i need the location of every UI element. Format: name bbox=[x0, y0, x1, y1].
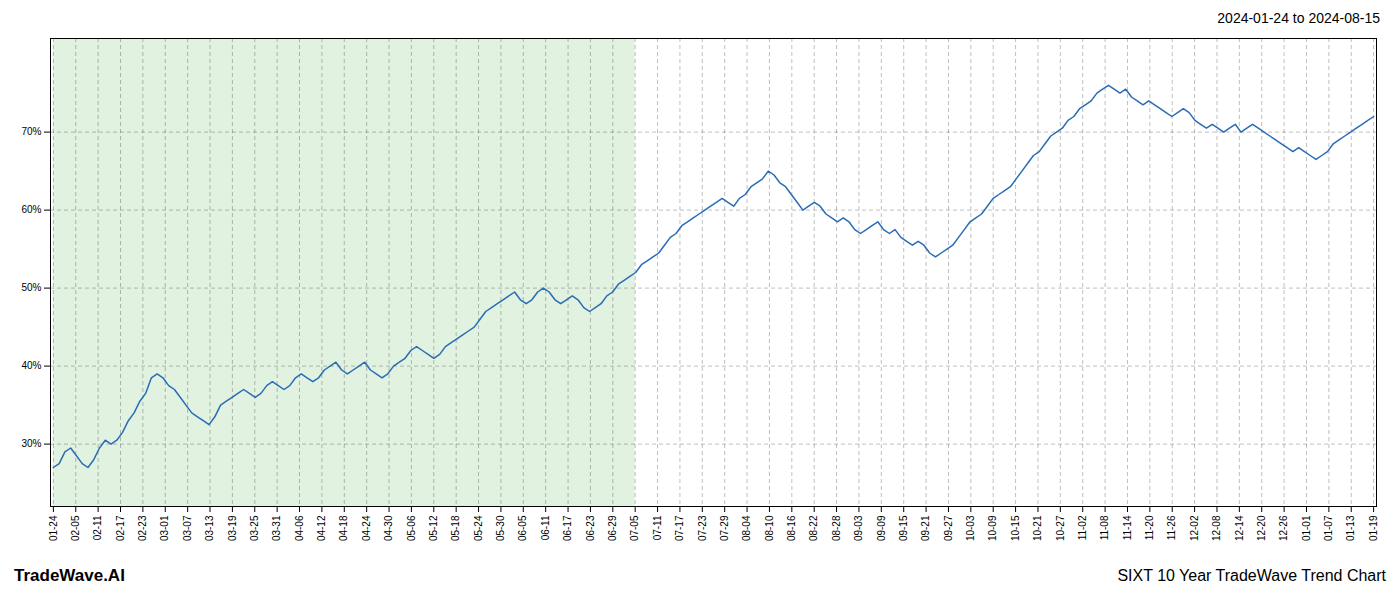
svg-text:40%: 40% bbox=[21, 360, 41, 371]
svg-text:11-20: 11-20 bbox=[1144, 515, 1155, 540]
svg-text:12-20: 12-20 bbox=[1256, 515, 1267, 541]
svg-text:11-08: 11-08 bbox=[1099, 515, 1110, 540]
html-text:SIXT 10 Year TradeWave Trend C: SIXT 10 Year TradeWave Trend Chart bbox=[1117, 567, 1386, 584]
svg-text:04-06: 04-06 bbox=[294, 515, 305, 541]
svg-text:11-02: 11-02 bbox=[1077, 515, 1088, 540]
svg-text:04-12: 04-12 bbox=[316, 515, 327, 541]
svg-text:04-24: 04-24 bbox=[361, 515, 372, 541]
svg-text:08-22: 08-22 bbox=[808, 515, 819, 541]
svg-text:07-17: 07-17 bbox=[674, 515, 685, 541]
svg-text:06-17: 06-17 bbox=[562, 515, 573, 541]
svg-text:12-26: 12-26 bbox=[1278, 515, 1289, 541]
svg-text:04-30: 04-30 bbox=[383, 515, 394, 541]
svg-text:05-06: 05-06 bbox=[406, 515, 417, 541]
svg-text:02-11: 02-11 bbox=[92, 515, 103, 540]
svg-text:03-25: 03-25 bbox=[249, 515, 260, 541]
html-text:TradeWave.AI: TradeWave.AI bbox=[14, 566, 125, 585]
svg-text:07-29: 07-29 bbox=[719, 515, 730, 541]
svg-text:03-07: 03-07 bbox=[182, 515, 193, 541]
svg-text:10-27: 10-27 bbox=[1055, 515, 1066, 541]
svg-text:07-23: 07-23 bbox=[697, 515, 708, 541]
svg-text:10-09: 10-09 bbox=[987, 515, 998, 541]
svg-text:09-15: 09-15 bbox=[898, 515, 909, 541]
svg-text:06-05: 06-05 bbox=[517, 515, 528, 541]
svg-text:09-21: 09-21 bbox=[920, 515, 931, 541]
html-text:2024-01-24 to 2024-08-15: 2024-01-24 to 2024-08-15 bbox=[1217, 10, 1380, 26]
svg-text:08-28: 08-28 bbox=[831, 515, 842, 541]
svg-text:05-12: 05-12 bbox=[428, 515, 439, 541]
svg-text:10-03: 10-03 bbox=[965, 515, 976, 541]
svg-text:08-04: 08-04 bbox=[741, 515, 752, 541]
svg-text:02-17: 02-17 bbox=[115, 515, 126, 541]
svg-text:12-08: 12-08 bbox=[1211, 515, 1222, 541]
svg-text:06-23: 06-23 bbox=[585, 515, 596, 541]
svg-text:09-27: 09-27 bbox=[943, 515, 954, 541]
svg-text:12-14: 12-14 bbox=[1234, 515, 1245, 541]
svg-text:05-24: 05-24 bbox=[473, 515, 484, 541]
svg-text:11-26: 11-26 bbox=[1166, 515, 1177, 540]
svg-text:12-02: 12-02 bbox=[1189, 515, 1200, 541]
svg-text:09-03: 09-03 bbox=[853, 515, 864, 541]
svg-text:03-01: 03-01 bbox=[159, 515, 170, 541]
svg-text:03-31: 03-31 bbox=[271, 515, 282, 541]
svg-text:10-15: 10-15 bbox=[1010, 515, 1021, 541]
svg-text:70%: 70% bbox=[21, 126, 41, 137]
svg-text:03-19: 03-19 bbox=[227, 515, 238, 541]
svg-text:11-14: 11-14 bbox=[1122, 515, 1133, 540]
svg-text:01-19: 01-19 bbox=[1368, 515, 1379, 541]
svg-text:07-11: 07-11 bbox=[652, 515, 663, 540]
svg-text:04-18: 04-18 bbox=[338, 515, 349, 541]
svg-text:06-29: 06-29 bbox=[607, 515, 618, 541]
svg-text:08-16: 08-16 bbox=[786, 515, 797, 541]
svg-text:01-07: 01-07 bbox=[1323, 515, 1334, 541]
svg-text:02-05: 02-05 bbox=[70, 515, 81, 541]
svg-text:08-10: 08-10 bbox=[764, 515, 775, 541]
svg-text:05-18: 05-18 bbox=[450, 515, 461, 541]
svg-text:10-21: 10-21 bbox=[1032, 515, 1043, 541]
svg-text:05-30: 05-30 bbox=[495, 515, 506, 541]
svg-text:50%: 50% bbox=[21, 282, 41, 293]
svg-text:02-23: 02-23 bbox=[137, 515, 148, 541]
svg-text:01-24: 01-24 bbox=[48, 515, 59, 541]
svg-text:01-01: 01-01 bbox=[1301, 515, 1312, 541]
svg-text:09-09: 09-09 bbox=[876, 515, 887, 541]
svg-text:06-11: 06-11 bbox=[540, 515, 551, 540]
svg-text:03-13: 03-13 bbox=[204, 515, 215, 541]
svg-text:01-13: 01-13 bbox=[1345, 515, 1356, 541]
svg-text:60%: 60% bbox=[21, 204, 41, 215]
svg-text:07-05: 07-05 bbox=[629, 515, 640, 541]
svg-text:30%: 30% bbox=[21, 438, 41, 449]
